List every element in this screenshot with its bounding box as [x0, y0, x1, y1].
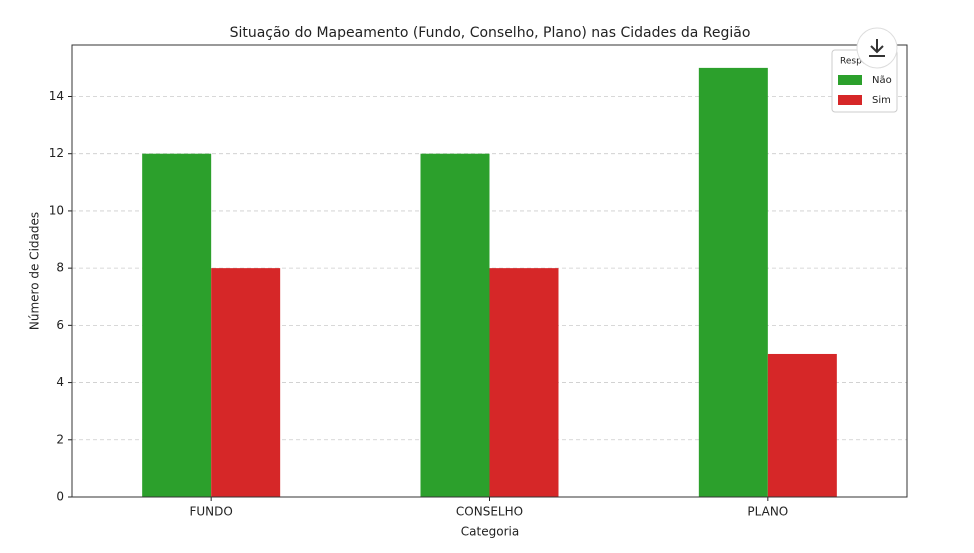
legend-title: Resposta	[840, 57, 881, 67]
chart-title: Situação do Mapeamento (Fundo, Conselho,…	[230, 25, 751, 41]
y-tick-label: 14	[49, 89, 64, 103]
legend-swatch	[838, 95, 862, 105]
bar	[767, 353, 837, 497]
x-axis-label: Categoria	[461, 525, 519, 539]
bar	[211, 268, 281, 497]
y-tick-label: 10	[49, 203, 64, 217]
x-tick-label: CONSELHO	[456, 505, 523, 519]
bar	[420, 153, 490, 497]
legend-label: Não	[872, 75, 892, 86]
x-tick-label: FUNDO	[189, 505, 232, 519]
legend-swatch	[838, 75, 862, 85]
download-icon	[869, 39, 885, 57]
y-tick-label: 0	[56, 490, 64, 504]
legend-label: Sim	[872, 95, 891, 106]
y-tick-label: 8	[56, 261, 64, 275]
y-tick-label: 4	[56, 375, 64, 389]
x-tick-label: PLANO	[747, 505, 788, 519]
bar	[489, 268, 559, 497]
bar	[142, 153, 212, 497]
y-axis-label: Número de Cidades	[28, 212, 42, 330]
y-tick-label: 2	[56, 432, 64, 446]
y-tick-label: 6	[56, 318, 64, 332]
plot-frame	[71, 44, 908, 498]
download-button[interactable]	[856, 27, 898, 69]
y-tick-label: 12	[49, 146, 64, 160]
bar	[698, 67, 768, 497]
